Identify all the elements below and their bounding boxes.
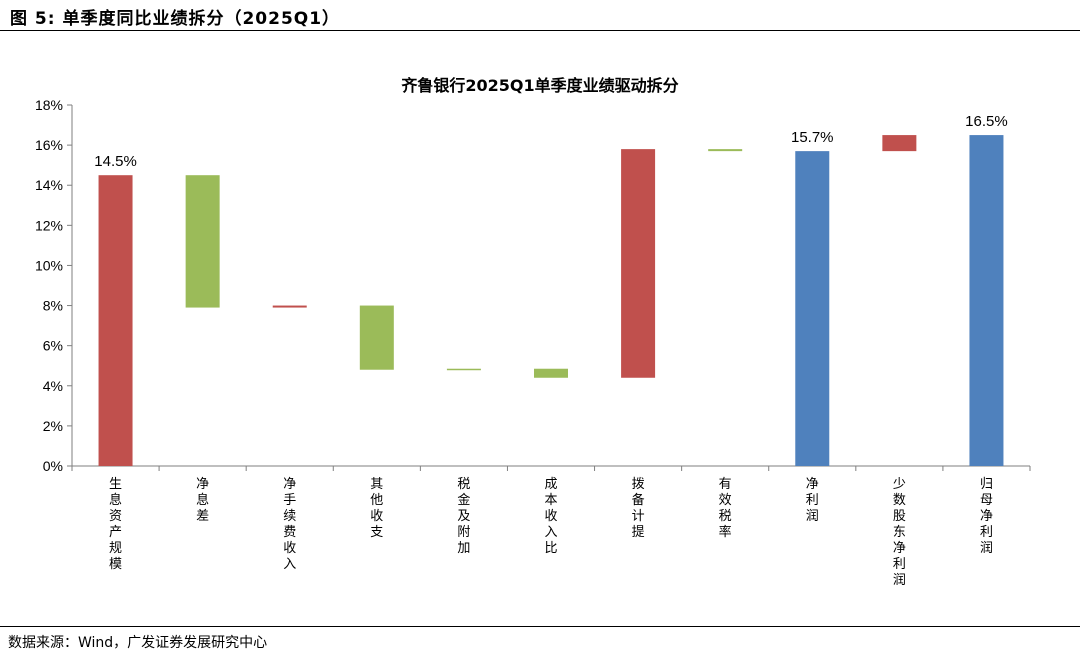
x-category-label: 成本收入比 bbox=[544, 477, 557, 556]
bar-2 bbox=[272, 305, 307, 308]
data-label: 15.7% bbox=[791, 129, 834, 146]
bars-group bbox=[98, 135, 1004, 466]
bar-8 bbox=[795, 151, 830, 466]
data-label: 14.5% bbox=[94, 153, 137, 170]
bar-3 bbox=[359, 305, 394, 370]
y-tick-label: 4% bbox=[43, 378, 63, 394]
bottom-rule bbox=[0, 626, 1080, 627]
x-category-label: 净利润 bbox=[806, 477, 819, 524]
bar-0 bbox=[98, 175, 133, 466]
bar-1 bbox=[185, 175, 220, 308]
y-tick-label: 8% bbox=[43, 298, 63, 314]
x-category-label: 归母净利润 bbox=[980, 477, 993, 556]
x-category-label: 生息资产规模 bbox=[109, 477, 122, 572]
x-category-label: 拨备计提 bbox=[632, 477, 645, 540]
data-labels-group: 14.5% 15.7% 16.5% bbox=[94, 113, 1007, 170]
figure-title: 图 5: 单季度同比业绩拆分（2025Q1） bbox=[10, 9, 341, 29]
chart-title: 齐鲁银行2025Q1单季度业绩驱动拆分 bbox=[401, 76, 678, 95]
y-tick-label: 6% bbox=[43, 338, 63, 354]
y-tick-label: 2% bbox=[43, 418, 63, 434]
y-tick-label: 12% bbox=[35, 217, 63, 233]
waterfall-chart: 齐鲁银行2025Q1单季度业绩驱动拆分 0% 2% 4% 6% 8% 10% 12% 14% 1… bbox=[35, 76, 1031, 588]
top-rule bbox=[0, 30, 1080, 31]
bar-9 bbox=[882, 135, 917, 152]
y-tick-label: 0% bbox=[43, 458, 63, 474]
data-label: 16.5% bbox=[965, 113, 1008, 130]
y-tick-label: 14% bbox=[35, 177, 63, 193]
bar-10 bbox=[969, 135, 1004, 466]
source-note: 数据来源：Wind，广发证券发展研究中心 bbox=[8, 635, 268, 651]
x-category-label: 少数股东净利润 bbox=[893, 477, 906, 588]
x-category-label: 净手续费收入 bbox=[283, 477, 296, 572]
bar-7 bbox=[708, 149, 743, 152]
x-category-label: 有效税率 bbox=[719, 477, 732, 540]
y-axis: 0% 2% 4% 6% 8% 10% 12% 14% 16% 18% bbox=[35, 97, 73, 474]
x-category-label: 其他收支 bbox=[370, 477, 383, 540]
bar-5 bbox=[534, 368, 568, 378]
y-tick-label: 18% bbox=[35, 97, 63, 113]
x-axis: 生息资产规模 净息差 净手续费收入 其他收支 税金及附加 成本收入比 拨备计提 有效税率 净利润… bbox=[71, 465, 1031, 588]
x-category-label: 税金及附加 bbox=[457, 477, 470, 556]
y-tick-label: 16% bbox=[35, 137, 63, 153]
x-category-label: 净息差 bbox=[196, 477, 209, 524]
bar-4 bbox=[446, 368, 481, 371]
bar-6 bbox=[621, 149, 656, 378]
y-tick-label: 10% bbox=[35, 257, 63, 273]
